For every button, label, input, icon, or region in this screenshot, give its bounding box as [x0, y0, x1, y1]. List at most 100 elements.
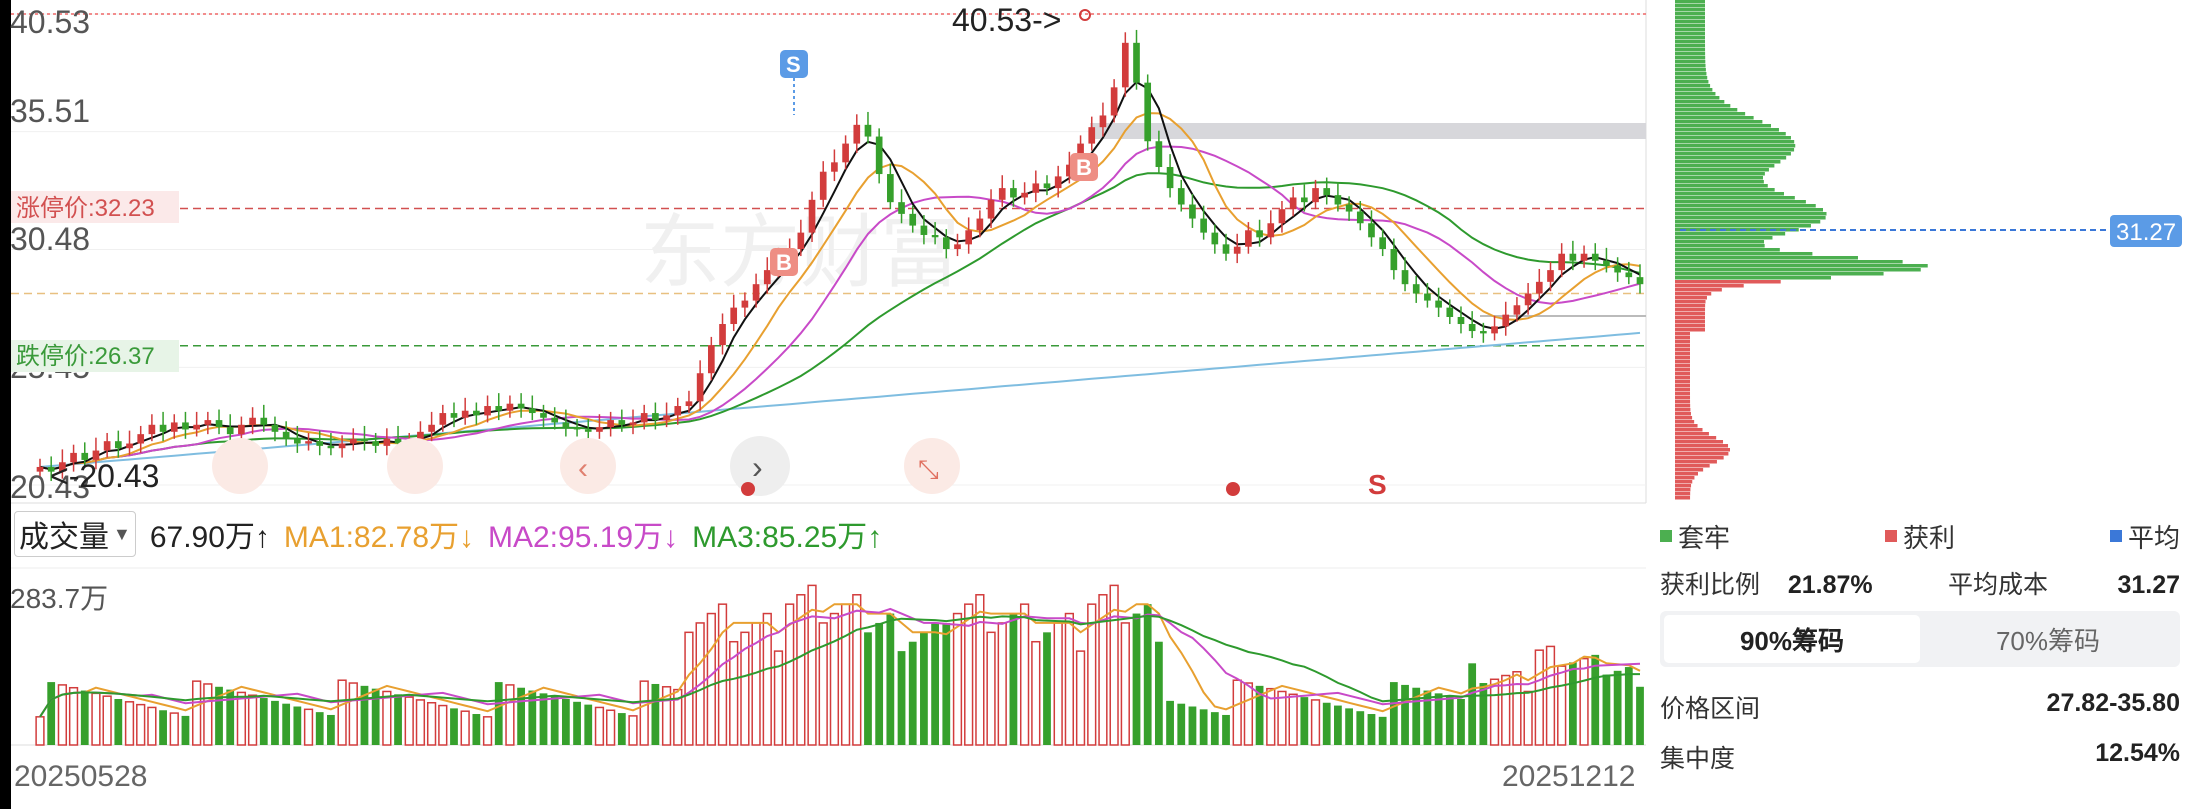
candle-body — [305, 441, 312, 444]
volume-current-value: 67.90万 — [149, 521, 255, 554]
chip-bar — [1675, 308, 1706, 312]
volume-ma1-arrow: ↓ — [459, 521, 474, 554]
candle-body — [92, 450, 100, 460]
chip-bar — [1675, 452, 1729, 456]
chip-bar — [1675, 244, 1765, 248]
volume-bar — [1468, 663, 1477, 745]
volume-bar — [661, 686, 672, 746]
volume-bar — [717, 603, 728, 746]
volume-bar — [460, 710, 470, 746]
volume-ma2-arrow: ↓ — [663, 521, 679, 554]
ma5-line — [39, 80, 1641, 471]
volume-bar — [706, 612, 716, 746]
chevron-right-icon[interactable]: › — [752, 449, 763, 485]
candle-body — [1502, 314, 1510, 327]
event-icon-bg-3[interactable] — [560, 438, 616, 494]
candle-body — [573, 427, 581, 430]
chip-bar — [1675, 112, 1746, 116]
candlesticks — [36, 29, 1644, 482]
limit-up-label: 涨停价:32.23 — [16, 195, 155, 222]
chip-range-tabs: 90%筹码 70%筹码 — [1660, 611, 2180, 667]
candle-body — [674, 406, 682, 416]
avg-cost-value: 31.27 — [2117, 571, 2180, 599]
chip-bar — [1675, 120, 1763, 124]
candle-body — [987, 199, 995, 219]
chip-bar — [1675, 416, 1693, 420]
tab-70-chips[interactable]: 70%筹码 — [1995, 625, 2101, 656]
chip-bar — [1675, 260, 1903, 264]
volume-bar — [1154, 641, 1163, 745]
volume-bar — [684, 631, 694, 746]
candle-body — [170, 422, 178, 432]
price-reference-lines — [11, 13, 1646, 347]
candle-body — [1267, 223, 1275, 238]
volume-bar — [181, 715, 190, 745]
volume-indicator-select[interactable]: 成交量 ▼ — [14, 511, 136, 557]
volume-ma2: MA2:95.19万↓ — [488, 512, 678, 556]
volume-bar — [729, 640, 739, 746]
volume-bar — [371, 688, 380, 745]
volume-bar — [247, 694, 258, 746]
volume-bar — [1624, 667, 1633, 745]
volume-bar — [1300, 697, 1309, 745]
legend-average: 平均 — [2109, 518, 2180, 555]
chip-bar — [1675, 108, 1738, 112]
event-dot-2[interactable] — [1226, 482, 1240, 496]
chip-bar — [1675, 132, 1786, 136]
chip-bar — [1675, 176, 1763, 180]
chevron-left-icon[interactable]: ‹ — [578, 452, 588, 485]
price-panel: 东方财富 40.53 35.51 30.48 25.45 20.43 涨停价:3… — [10, 0, 1647, 505]
sell-signal-icon[interactable]: S — [1368, 469, 1387, 500]
volume-bar — [102, 695, 112, 746]
volume-bar — [1222, 714, 1230, 745]
volume-bar — [1367, 714, 1376, 745]
concentration-row: 集中度 12.54% — [1660, 739, 2180, 775]
volume-bar — [293, 706, 302, 745]
chip-bar — [1675, 180, 1764, 184]
candle-body — [1535, 281, 1543, 294]
volume-bar — [897, 651, 906, 745]
tab-90-chips[interactable]: 90%筹码 — [1664, 615, 1920, 663]
chip-bar — [1675, 336, 1690, 340]
volume-bar — [1479, 683, 1488, 745]
event-icon-bg-1[interactable] — [212, 438, 268, 494]
volume-bar — [1120, 622, 1130, 746]
collapse-icon[interactable]: ⤡ — [918, 454, 939, 484]
chip-bar — [1675, 156, 1787, 160]
event-icon-bg-4[interactable] — [904, 438, 960, 494]
volume-bar — [426, 702, 437, 746]
chip-bar — [1675, 168, 1769, 172]
candle-body — [226, 427, 234, 435]
volume-bar — [673, 688, 683, 746]
b-marker-badge-1 — [770, 248, 798, 276]
volume-bar — [215, 686, 223, 745]
chip-bar — [1675, 36, 1706, 40]
event-icon-bg-2[interactable] — [387, 438, 443, 494]
event-dot-1[interactable] — [741, 482, 755, 496]
stock-chart: 东方财富 40.53 35.51 30.48 25.45 20.43 涨停价:3… — [10, 0, 1647, 793]
chevron-right-button-bg[interactable] — [730, 436, 790, 496]
volume-bar — [482, 716, 493, 746]
chip-bar — [1675, 160, 1781, 164]
chip-bar — [1675, 212, 1827, 216]
chip-bar — [1675, 400, 1691, 404]
chip-bar — [1675, 496, 1691, 500]
candle-body — [1614, 265, 1621, 273]
chip-bar — [1675, 188, 1775, 192]
candle-body — [450, 413, 458, 418]
limit-down-label-bg — [11, 340, 179, 372]
limit-down-label: 跌停价:26.37 — [16, 343, 155, 370]
chip-bar — [1675, 480, 1693, 484]
concentration-value: 12.54% — [2095, 739, 2180, 767]
left-edge-bar — [0, 0, 11, 809]
volume-bar — [852, 594, 862, 746]
candle-body — [495, 406, 503, 411]
volume-bar — [740, 631, 750, 746]
volume-ma1: MA1:82.78万↓ — [284, 512, 474, 556]
candle-body — [1166, 167, 1174, 189]
volume-bar — [1445, 696, 1454, 745]
profit-swatch — [1884, 530, 1897, 542]
chip-bar — [1675, 252, 1813, 256]
volume-bar — [1232, 679, 1242, 746]
profit-ratio-label: 获利比例 — [1660, 571, 1761, 599]
